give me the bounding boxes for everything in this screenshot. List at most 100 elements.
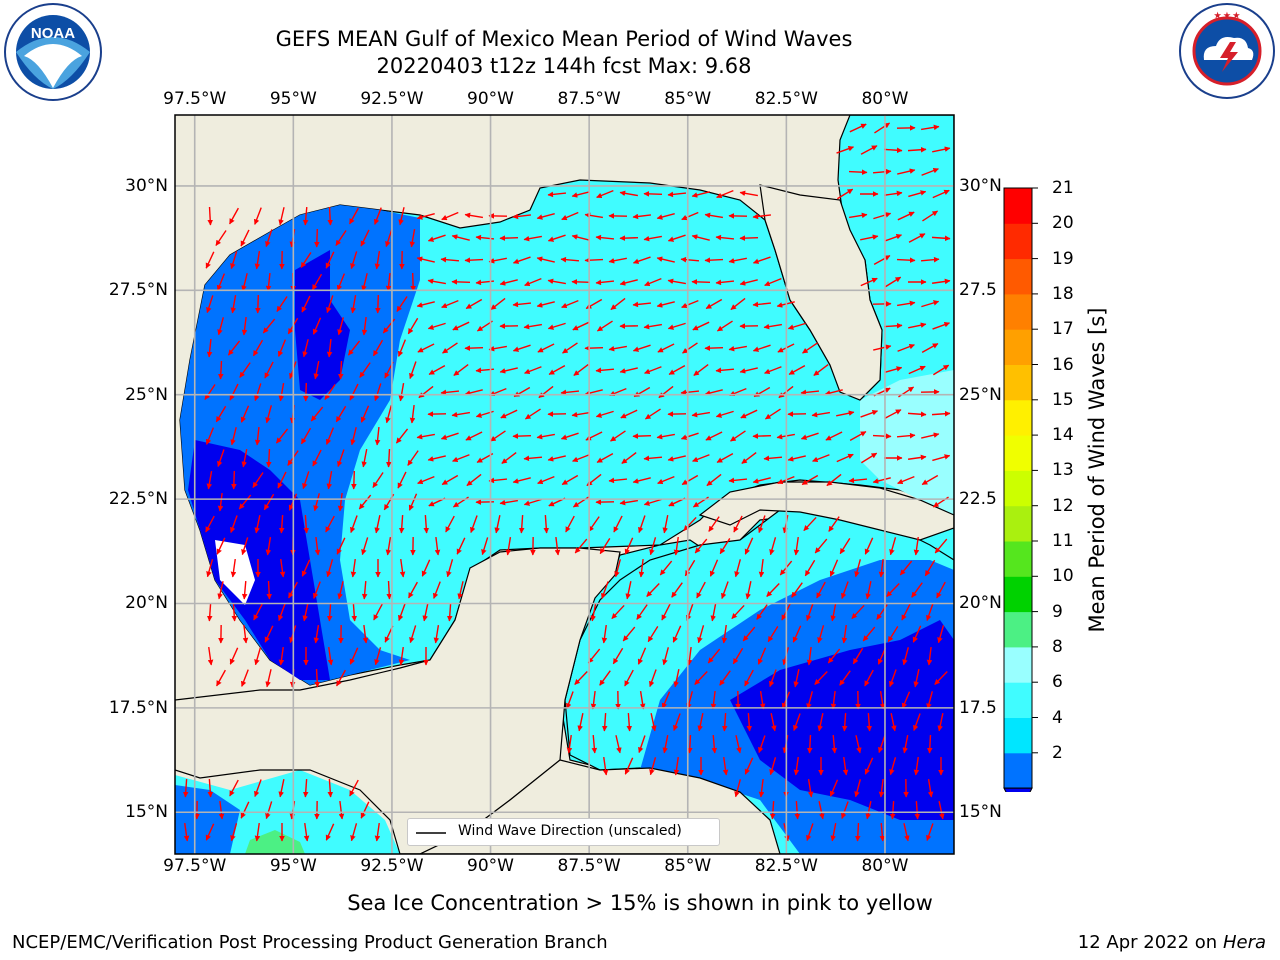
wind-arrow (841, 624, 848, 644)
wind-arrow (787, 322, 806, 330)
wind-arrow (183, 822, 190, 842)
wind-arrow (920, 256, 940, 263)
lon-tick-label: 85°W (664, 89, 712, 109)
wind-arrow (897, 211, 915, 221)
wind-arrow (512, 477, 531, 484)
machine-name: Hera (1222, 932, 1266, 953)
wind-arrow (854, 822, 861, 842)
wind-arrow (639, 691, 646, 710)
wind-arrow (887, 625, 899, 643)
wind-arrow (427, 278, 446, 285)
wind-arrow (889, 669, 897, 687)
wind-arrow (601, 624, 608, 644)
wind-arrow (499, 367, 518, 374)
wind-arrow (691, 191, 710, 198)
wind-arrow (275, 428, 289, 444)
lat-tick-label: 25°N (125, 384, 168, 405)
wind-arrow (728, 257, 747, 264)
wind-arrow (577, 713, 584, 732)
wind-arrow (300, 427, 312, 445)
credit-text: NCEP/EMC/Verification Post Processing Pr… (12, 932, 608, 953)
wind-arrow (614, 559, 622, 578)
wind-arrow (878, 735, 886, 754)
wind-arrow (358, 494, 372, 510)
wind-arrow (643, 455, 663, 462)
wind-arrow (812, 454, 830, 463)
wind-arrow (254, 515, 261, 534)
wind-arrow (547, 191, 567, 198)
wind-arrow (806, 734, 813, 754)
wind-arrow (216, 273, 226, 291)
wind-arrow (548, 365, 566, 375)
wind-arrow (673, 669, 680, 688)
wind-arrow (793, 536, 800, 556)
wind-arrow (205, 251, 215, 269)
lat-tick-label: 30°N (125, 175, 168, 196)
wind-arrow (302, 778, 309, 798)
wind-arrow (547, 455, 566, 462)
lon-tick-label: 80°W (861, 856, 909, 876)
wind-arrow (662, 735, 669, 754)
wind-arrow (205, 515, 215, 533)
wind-arrow (836, 453, 854, 463)
wind-arrow (350, 515, 358, 533)
wind-arrow (632, 433, 652, 439)
wind-arrow (240, 229, 250, 247)
wind-arrow (884, 409, 902, 419)
wind-arrow (218, 800, 225, 820)
wind-arrow (632, 301, 652, 308)
wind-arrow (734, 779, 742, 798)
wind-arrow (770, 713, 777, 732)
wind-arrow (440, 432, 459, 440)
wind-arrow (646, 583, 660, 597)
wind-arrow (349, 207, 359, 225)
wind-arrow (697, 625, 705, 644)
wind-arrow (590, 690, 597, 710)
wind-arrow (907, 146, 927, 153)
wind-arrow (766, 583, 780, 597)
wind-arrow (619, 279, 638, 286)
wind-arrow (693, 364, 709, 376)
wind-arrow (464, 212, 483, 219)
wind-arrow (300, 252, 312, 269)
wind-arrow (337, 317, 345, 336)
wind-arrow (398, 646, 405, 666)
wind-arrow (824, 389, 843, 396)
wind-arrow (924, 559, 936, 577)
wind-arrow (806, 691, 814, 710)
wind-arrow (644, 408, 661, 420)
wind-arrow (206, 559, 214, 578)
wind-arrow (416, 301, 435, 308)
wind-arrow (706, 473, 722, 487)
wind-arrow (908, 365, 926, 375)
wind-arrow (825, 431, 843, 441)
wind-arrow (934, 538, 948, 554)
colorbar-tick-label: 16 (1052, 354, 1074, 375)
wind-arrow (694, 538, 708, 554)
wind-arrow (336, 669, 346, 687)
wind-arrow (908, 322, 927, 329)
colorbar-segment (1004, 364, 1032, 401)
wind-arrow (927, 779, 934, 798)
wind-arrow (278, 603, 286, 621)
wind-arrow (841, 712, 848, 732)
wind-arrow (937, 713, 944, 732)
wind-arrow (560, 389, 580, 396)
wind-arrow (596, 320, 613, 332)
wind-arrow (361, 449, 368, 468)
wind-arrow (626, 712, 633, 732)
wind-arrow (767, 625, 779, 643)
wind-arrow (704, 389, 723, 396)
wind-arrow (752, 344, 771, 352)
wind-arrow (278, 646, 285, 666)
wind-arrow (715, 410, 734, 418)
wind-arrow (350, 823, 358, 842)
wind-arrow (518, 514, 525, 534)
wind-arrow (265, 229, 273, 248)
wind-arrow (409, 361, 417, 380)
wind-arrow (326, 602, 333, 622)
wind-arrow (409, 404, 416, 424)
wind-arrow (216, 669, 226, 687)
wind-arrow (637, 647, 647, 665)
